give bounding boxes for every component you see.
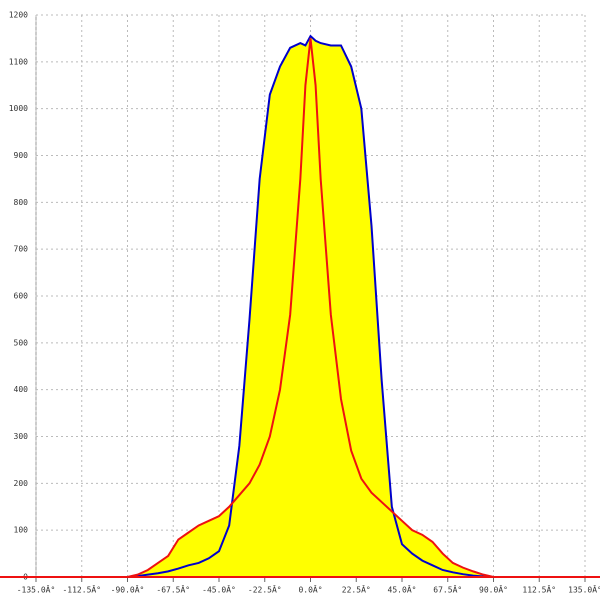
x-tick-label: 67.5Â° [433, 584, 462, 595]
y-tick-label: 500 [14, 338, 29, 347]
x-tick-label: 90.0Â° [479, 584, 508, 595]
y-tick-label: 900 [14, 151, 29, 160]
x-tick-label: -22.5Â° [248, 584, 282, 595]
x-tick-label: -112.5Â° [62, 584, 101, 595]
y-tick-label: 400 [14, 385, 29, 394]
y-tick-label: 200 [14, 479, 29, 488]
y-tick-label: 1200 [9, 11, 28, 20]
x-tick-label: 135.0Â° [568, 584, 600, 595]
y-tick-label: 300 [14, 432, 29, 441]
x-tick-label: -135.0Â° [17, 584, 56, 595]
x-tick-label: -45.0Â° [202, 584, 236, 595]
y-tick-label: 100 [14, 526, 29, 535]
y-tick-label: 800 [14, 198, 29, 207]
x-tick-label: 45.0Â° [388, 584, 417, 595]
area-fill [127, 38, 494, 577]
y-tick-label: 700 [14, 245, 29, 254]
series-line [127, 38, 494, 578]
x-tick-label: -90.0Â° [111, 584, 145, 595]
x-tick-label: 112.5Â° [522, 584, 556, 595]
x-tick-label: -67.5Â° [156, 584, 190, 595]
series-line [127, 34, 494, 578]
y-tick-label: 600 [14, 292, 29, 301]
y-tick-label: 1000 [9, 104, 28, 113]
y-tick-label: 1100 [9, 57, 28, 66]
x-tick-label: 22.5Â° [342, 584, 371, 595]
x-tick-label: 0.0Â° [298, 584, 322, 595]
